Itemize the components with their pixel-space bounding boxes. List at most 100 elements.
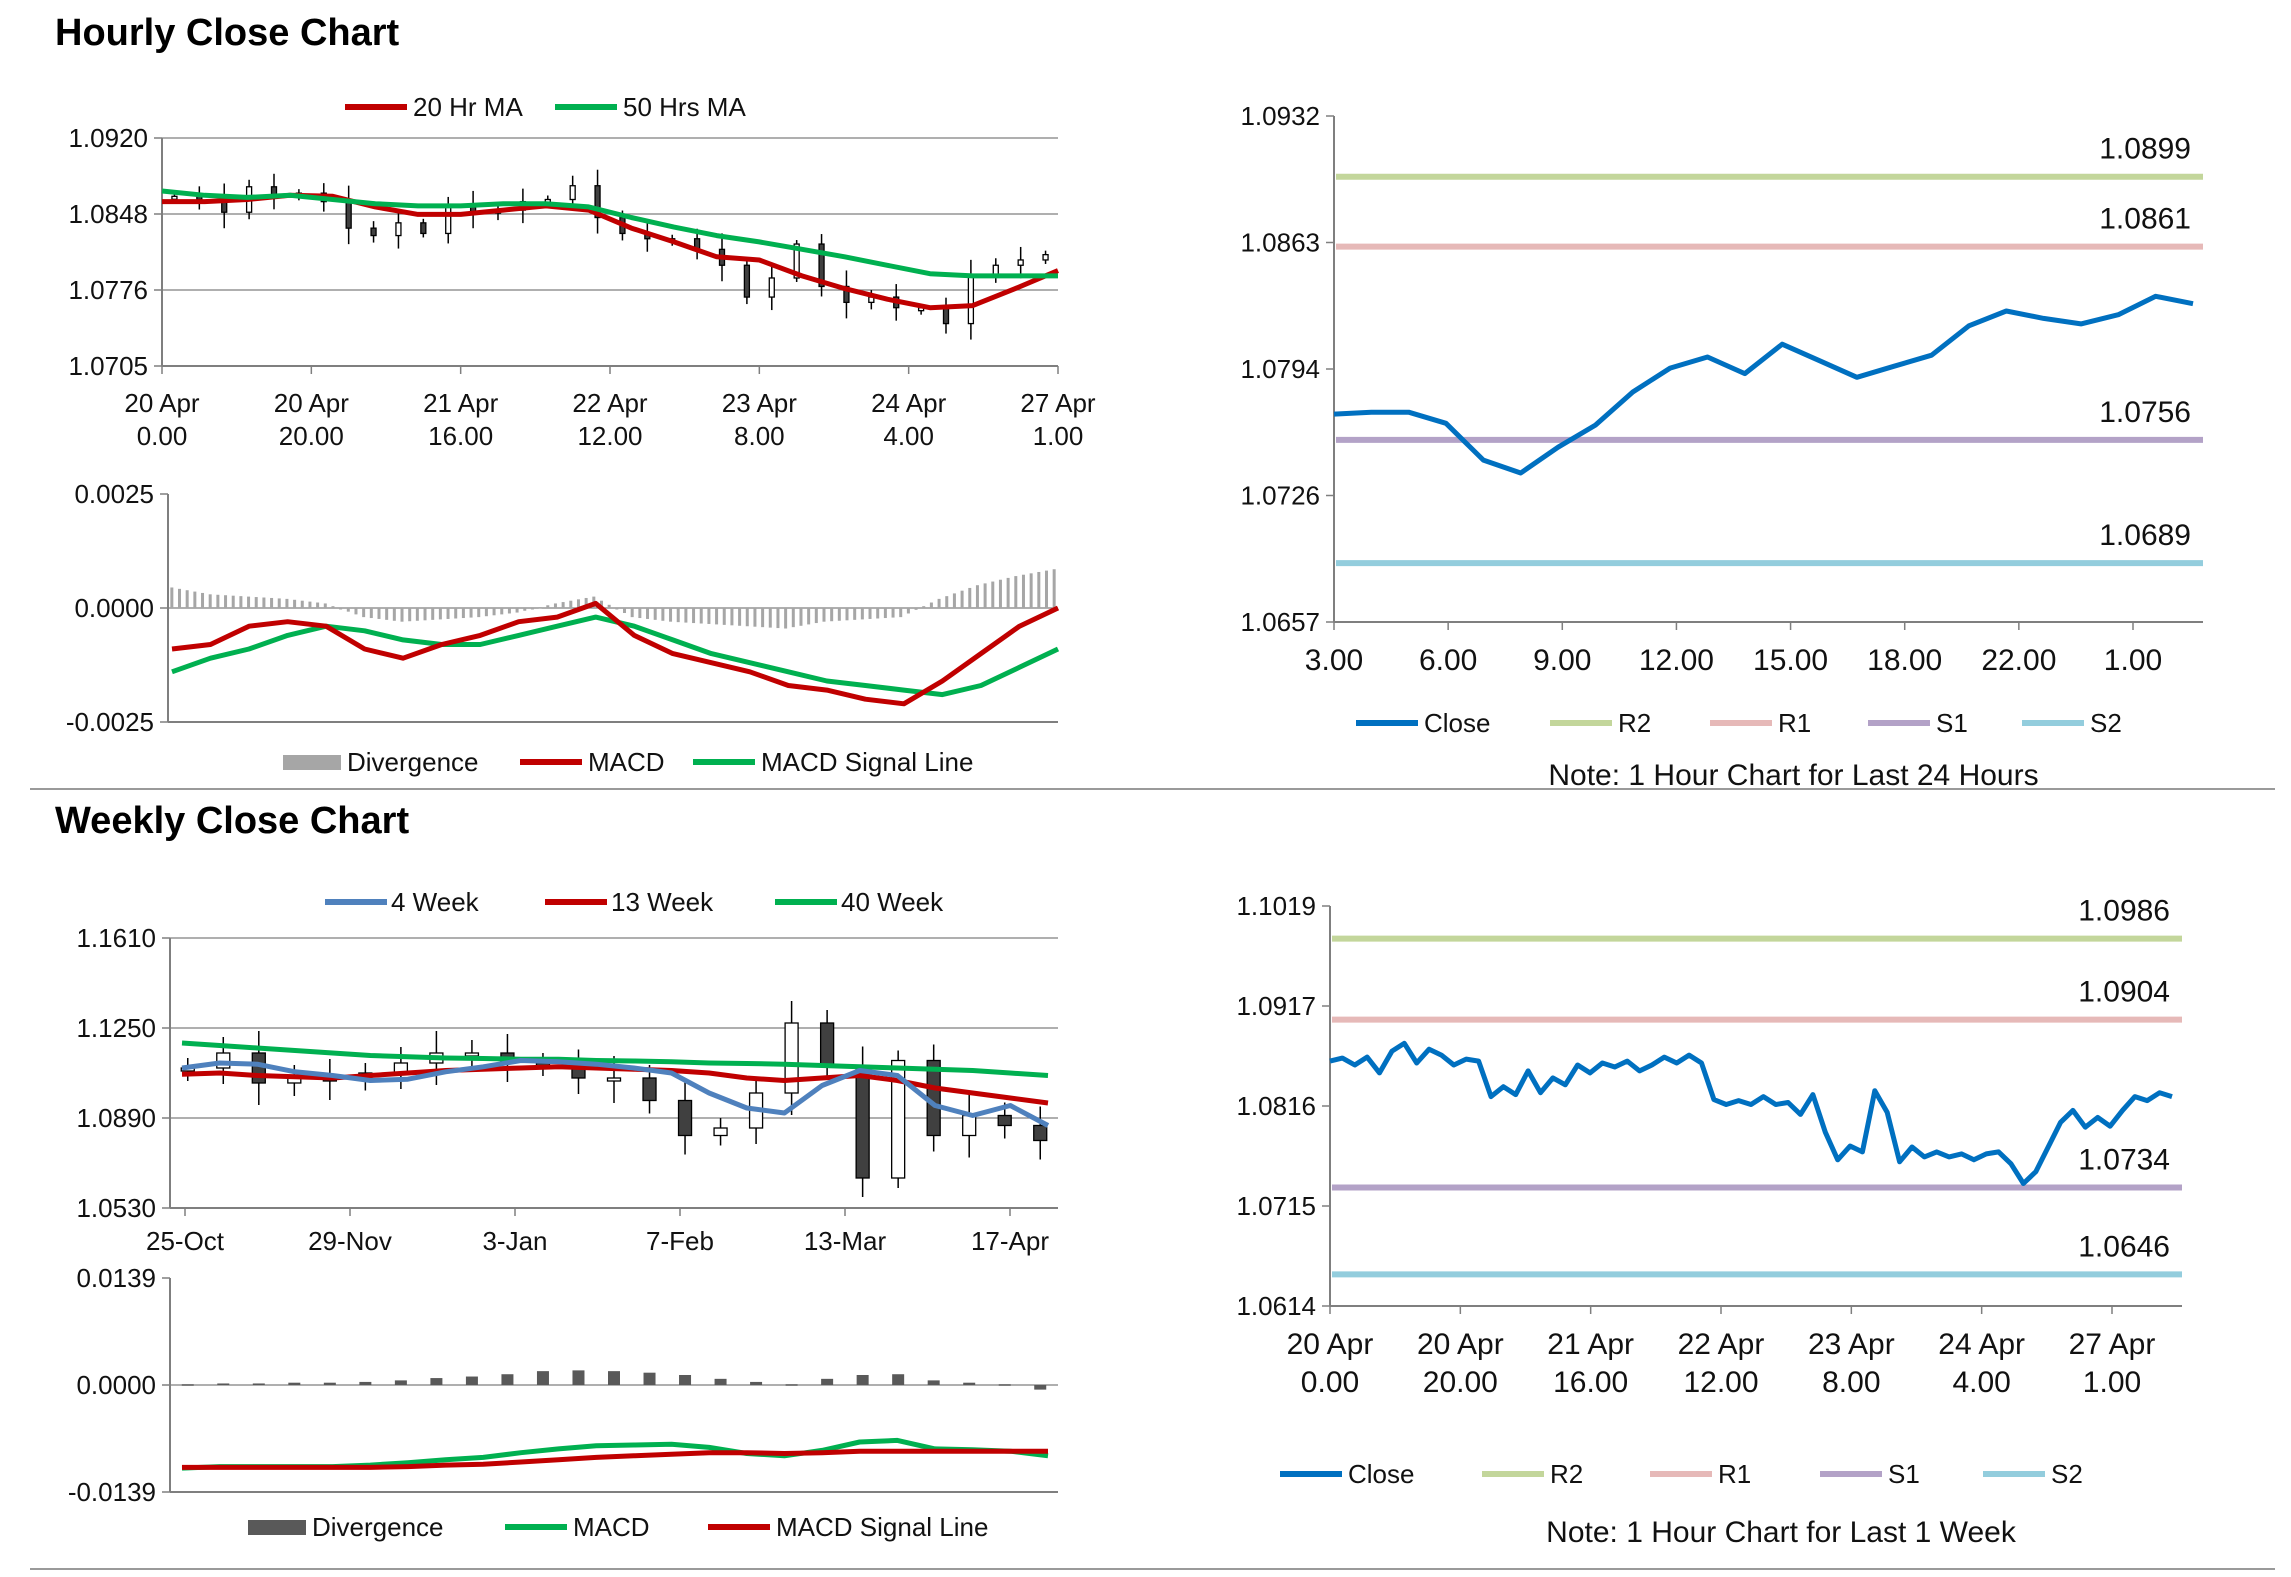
hourly-macd-divergence-bar xyxy=(630,608,634,618)
weekly-macd-divergence-bar xyxy=(536,1371,549,1385)
weekly-close-r1-level-label: 1.0904 xyxy=(2078,976,2170,1009)
hourly-macd-divergence-bar xyxy=(991,581,995,608)
hourly-macd-divergence-bar xyxy=(423,608,427,621)
weekly-price-xtick-label: 25-Oct xyxy=(146,1226,225,1256)
hourly-macd-divergence-bar xyxy=(799,608,803,626)
hourly-macd-divergence-bar xyxy=(906,608,910,614)
hourly-close-ytick-label: 1.0657 xyxy=(1240,607,1320,637)
weekly-macd-divergence-bar xyxy=(501,1374,514,1385)
hourly-macd-divergence-bar xyxy=(822,608,826,622)
hourly-price-ytick-label: 1.0705 xyxy=(68,351,148,381)
hourly-price-xtick-date: 23 Apr xyxy=(722,388,798,418)
weekly-macd-divergence-bar xyxy=(856,1374,869,1385)
weekly-macd-ytick-label: -0.0139 xyxy=(68,1477,156,1507)
weekly-close-xtick-time: 20.00 xyxy=(1423,1366,1498,1399)
hourly-macd-divergence-bar xyxy=(270,597,274,608)
weekly-price-candle-body xyxy=(997,1114,1012,1127)
hourly-macd-divergence-bar xyxy=(975,585,979,608)
weekly-price-candle-body xyxy=(891,1059,906,1179)
hourly-macd-divergence-bar xyxy=(523,608,527,611)
hourly-macd-divergence-bar xyxy=(860,608,864,620)
hourly-close-ytick-label: 1.0794 xyxy=(1240,354,1320,384)
weekly-price-candle-body xyxy=(713,1127,728,1137)
hourly-price-xtick-date: 24 Apr xyxy=(871,388,947,418)
hourly-price-ma50-line xyxy=(161,188,1058,279)
hourly-macd-divergence-bar xyxy=(224,595,228,608)
weekly-close-xtick-time: 16.00 xyxy=(1553,1366,1628,1399)
weekly-price-4week-legend-label: 4 Week xyxy=(391,887,480,917)
hourly-macd-divergence-bar xyxy=(845,608,849,621)
weekly-close-xtick-date: 23 Apr xyxy=(1808,1328,1895,1361)
hourly-price-candle-body xyxy=(420,222,427,235)
hourly-close-r1-legend-label: R1 xyxy=(1778,708,1811,738)
hourly-price-xtick-time: 12.00 xyxy=(577,421,642,451)
hourly-macd-divergence-bar xyxy=(431,608,435,620)
hourly-price-candle-body xyxy=(445,206,452,235)
hourly-section-title: Hourly Close Chart xyxy=(55,12,400,54)
weekly-macd-divergence-bar xyxy=(394,1380,407,1385)
weekly-close-r2-level-label: 1.0986 xyxy=(2078,895,2170,928)
weekly-price-xtick-label: 3-Jan xyxy=(482,1226,547,1256)
weekly-close-xtick-date: 22 Apr xyxy=(1678,1328,1765,1361)
hourly-macd-divergence-bar xyxy=(584,597,588,608)
hourly-price-candle-body xyxy=(1042,254,1049,261)
hourly-macd-divergence-bar xyxy=(507,608,511,614)
hourly-macd-divergence-bar xyxy=(761,608,765,628)
hourly-macd-divergence-bar xyxy=(576,599,580,608)
hourly-close-ytick-label: 1.0726 xyxy=(1240,481,1320,511)
hourly-macd-divergence-bar xyxy=(830,608,834,622)
hourly-macd-divergence-bar xyxy=(316,602,320,608)
hourly-price-xtick-time: 1.00 xyxy=(1033,421,1084,451)
weekly-close-xtick-date: 21 Apr xyxy=(1547,1328,1634,1361)
hourly-macd-divergence-bar xyxy=(837,608,841,621)
hourly-close-xtick-label: 12.00 xyxy=(1639,644,1714,677)
hourly-macd-divergence-bar xyxy=(546,605,550,608)
hourly-macd-divergence-bar xyxy=(216,594,220,608)
weekly-price-candle-body xyxy=(642,1077,657,1102)
hourly-macd-divergence-bar xyxy=(1021,574,1025,608)
weekly-price-4week-line xyxy=(181,1058,1050,1128)
weekly-price-candle-body xyxy=(677,1099,693,1137)
hourly-macd-ytick-label: -0.0025 xyxy=(66,707,154,737)
weekly-close-ytick-label: 1.0715 xyxy=(1236,1191,1316,1221)
hourly-price-xtick-time: 4.00 xyxy=(883,421,934,451)
weekly-price-candle-body xyxy=(819,1022,835,1067)
hourly-macd-divergence-bar xyxy=(929,602,933,608)
weekly-price-candle-body xyxy=(1033,1124,1048,1142)
weekly-macd-divergence-bar xyxy=(323,1382,336,1385)
hourly-macd-divergence-bar xyxy=(692,608,696,624)
hourly-macd-divergence-bar xyxy=(684,608,688,623)
hourly-close-s2-legend-label: S2 xyxy=(2090,708,2122,738)
weekly-price-candle-body xyxy=(784,1022,799,1094)
hourly-close-ytick-label: 1.0863 xyxy=(1240,228,1320,258)
hourly-price-candle-body xyxy=(594,185,601,219)
hourly-macd-divergence-bar xyxy=(208,594,212,608)
hourly-macd-divergence-bar xyxy=(392,608,396,621)
hourly-macd-divergence-bar xyxy=(868,608,872,619)
weekly-macd-divergence-bar xyxy=(785,1384,798,1386)
hourly-macd-divergence-bar xyxy=(653,608,657,620)
section-divider-top xyxy=(30,788,2275,790)
hourly-macd-divergence-bar xyxy=(722,608,726,625)
hourly-close-r2-level-label: 1.0899 xyxy=(2099,133,2191,166)
hourly-macd-divergence-bar xyxy=(699,608,703,624)
hourly-price-candle-body xyxy=(370,227,377,237)
hourly-macd-divergence-bar xyxy=(776,608,780,629)
hourly-price-candle-body xyxy=(818,243,825,288)
hourly-macd-divergence-bar xyxy=(293,599,297,608)
weekly-price-xtick-label: 17-Apr xyxy=(971,1226,1049,1256)
hourly-price-xtick-time: 0.00 xyxy=(137,421,188,451)
hourly-macd-divergence-bar xyxy=(730,608,734,626)
hourly-macd-divergence-bar xyxy=(254,597,258,608)
hourly-macd-divergence-legend-swatch xyxy=(283,755,341,770)
section-divider-bottom xyxy=(30,1568,2275,1570)
weekly-close-r1-legend-label: R1 xyxy=(1718,1459,1751,1489)
hourly-macd-divergence-bar xyxy=(277,598,281,608)
weekly-macd-divergence-bar xyxy=(430,1378,443,1385)
weekly-macd-macd-legend-label: MACD xyxy=(573,1512,650,1542)
hourly-close-close-line xyxy=(1333,293,2194,476)
hourly-close-close-legend-label: Close xyxy=(1424,708,1490,738)
hourly-price-candle-body xyxy=(967,275,975,325)
hourly-close-xtick-label: 3.00 xyxy=(1305,644,1363,677)
weekly-close-ytick-label: 1.1019 xyxy=(1236,891,1316,921)
